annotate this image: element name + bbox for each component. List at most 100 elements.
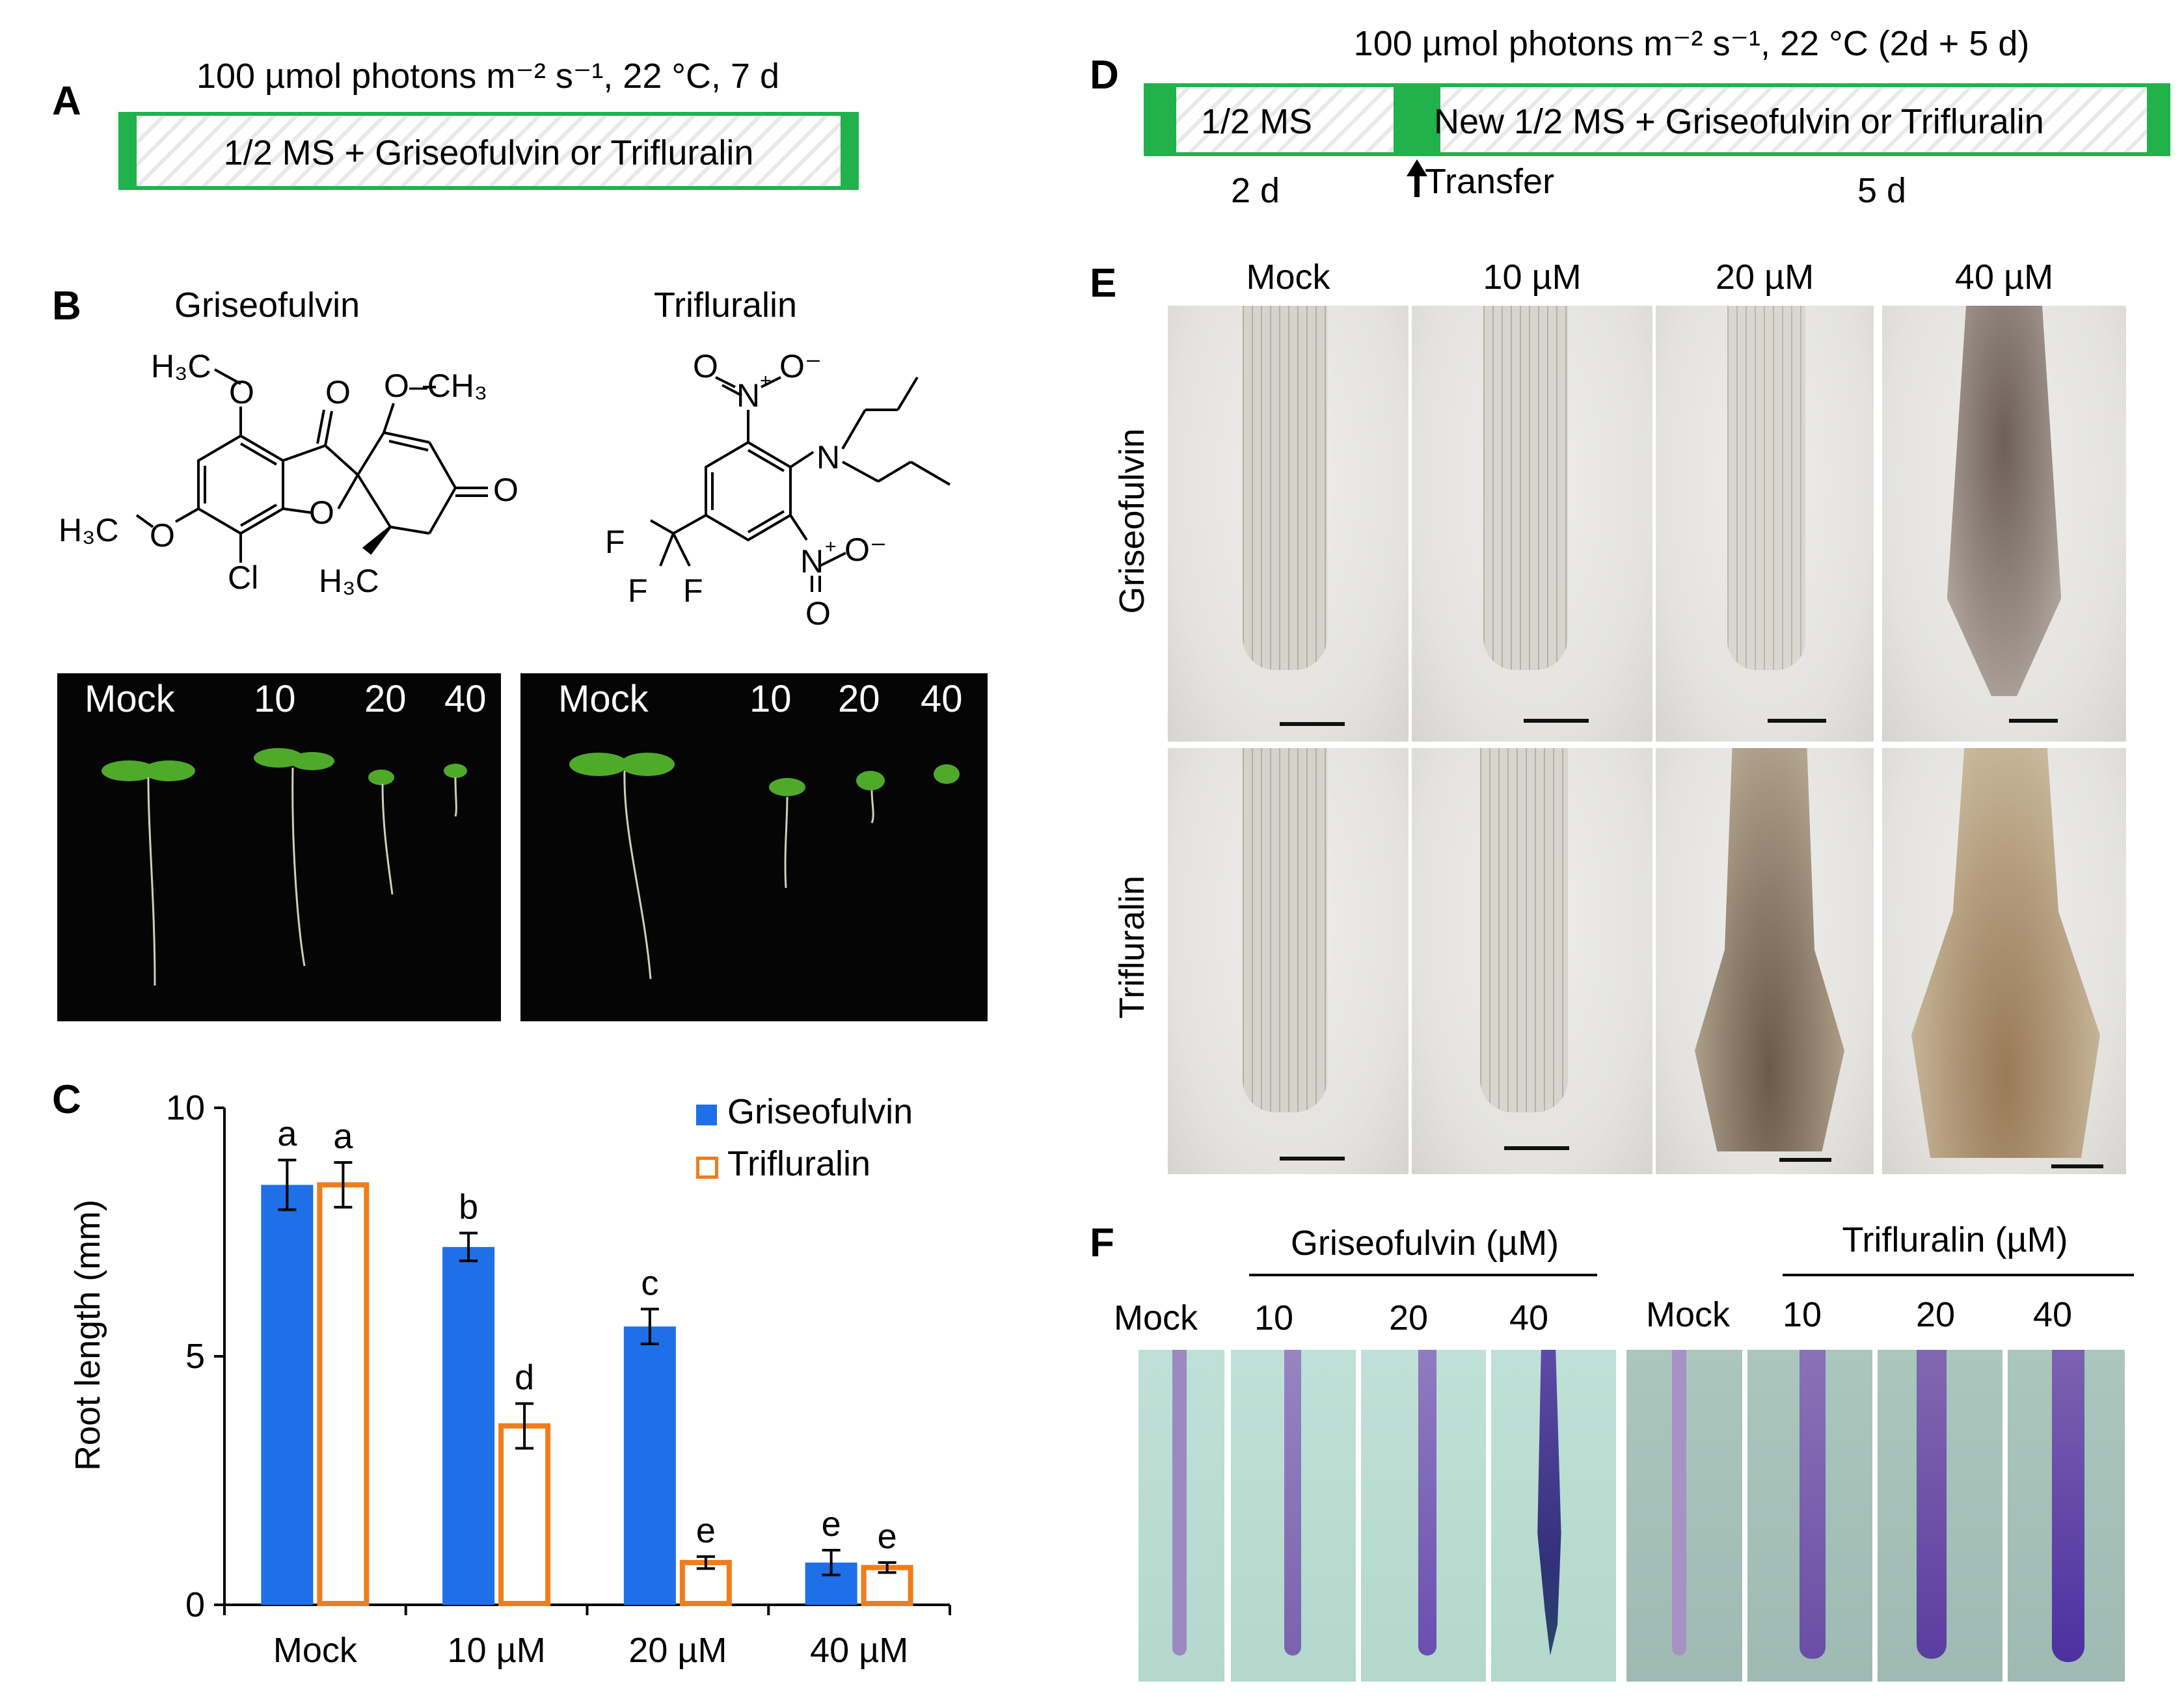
f-col-mock-2: Mock	[1646, 1295, 1731, 1334]
panel-d-duration-2: 5 d	[1857, 171, 1907, 210]
panel-d-bar-2: New 1/2 MS + Griseofulvin or Trifluralin	[1417, 83, 2170, 156]
seedlings-left	[101, 748, 467, 986]
chem-plus-bottom: +	[825, 536, 837, 557]
micrograph-griseofulvin-20	[1656, 306, 1874, 742]
panel-a-cap-right	[841, 116, 855, 186]
micrograph-trifluralin-mock	[1168, 748, 1409, 1174]
panel-d-medium1: 1/2 MS	[1201, 102, 1313, 141]
chart-y-tick-label: 5	[185, 1337, 205, 1376]
seedling-photo-trifluralin: Mock 10 20 40	[520, 673, 988, 1021]
legend-swatch-griseofulvin	[696, 1105, 717, 1125]
panel-d-duration-1: 2 d	[1231, 171, 1280, 210]
legend-label-griseofulvin: Griseofulvin	[727, 1092, 913, 1131]
griseofulvin-structure: H₃C O O–CH₃ O H₃C O O O Cl H₃C	[59, 348, 519, 599]
chart-x-tick-label: 20 µM	[628, 1631, 727, 1670]
micrograph-griseofulvin-40	[1882, 306, 2126, 742]
photo-label-10-r: 10	[749, 678, 792, 720]
panel-label-e: E	[1090, 261, 1117, 306]
seedling-photo-griseofulvin: Mock 10 20 40	[57, 673, 501, 1021]
significance-letter: a	[277, 1114, 297, 1153]
stain-griseofulvin-40	[1491, 1350, 1616, 1682]
compound-griseofulvin-title: Griseofulvin	[174, 286, 360, 325]
chem-h3c-top: H₃C	[151, 348, 211, 384]
scale-bar	[1280, 1157, 1345, 1161]
panel-a-medium-text: 1/2 MS + Griseofulvin or Trifluralin	[223, 133, 754, 172]
f-col-40-2: 40	[2033, 1295, 2073, 1334]
bar-griseofulvin	[261, 1185, 314, 1605]
chem-n-top: N	[736, 377, 760, 414]
chem-o-bottom: O	[805, 595, 831, 632]
micrograph-griseofulvin-10	[1412, 306, 1652, 742]
panel-a-condition: 100 µmol photons m⁻² s⁻¹, 22 °C, 7 d	[196, 57, 780, 96]
chem-o-ch3: O–CH₃	[384, 368, 487, 404]
stain-griseofulvin-20	[1361, 1350, 1486, 1682]
photo-label-10: 10	[254, 678, 296, 720]
scale-bar	[1779, 1158, 1831, 1162]
photo-label-mock: Mock	[85, 678, 175, 720]
micrograph-griseofulvin-mock	[1168, 306, 1409, 742]
f-group-trifluralin-line	[1783, 1274, 2134, 1276]
bar-trifluralin	[498, 1423, 551, 1606]
significance-letter: e	[822, 1505, 841, 1544]
panel-a-cap-left	[122, 116, 137, 186]
f-col-mock-1: Mock	[1114, 1298, 1198, 1337]
panel-label-a: A	[52, 79, 81, 124]
scale-bar	[1504, 1146, 1569, 1150]
significance-letter: e	[696, 1511, 716, 1550]
chem-f3: F	[683, 572, 703, 609]
significance-letter: e	[878, 1517, 897, 1556]
chem-o-minus-bottom: O⁻	[844, 531, 887, 568]
chem-o1: O	[229, 374, 254, 410]
photo-label-40: 40	[444, 678, 487, 720]
e-row-griseofulvin: Griseofulvin	[1112, 428, 1152, 614]
panel-d-medium2: New 1/2 MS + Griseofulvin or Trifluralin	[1434, 102, 2044, 141]
bar-trifluralin	[317, 1182, 370, 1607]
e-col-mock: Mock	[1246, 258, 1330, 297]
f-col-20-2: 20	[1916, 1295, 1956, 1334]
panel-d-bar2-cap-left	[1421, 87, 1440, 152]
photo-label-40-r: 40	[921, 678, 963, 720]
panel-d-bar1-cap-left	[1148, 87, 1176, 152]
e-col-10: 10 µM	[1483, 258, 1582, 297]
bar-griseofulvin	[623, 1326, 676, 1605]
bar-griseofulvin	[442, 1246, 495, 1605]
photo-label-20-r: 20	[838, 678, 880, 720]
chem-o3: O	[150, 517, 175, 554]
chem-o-top: O	[693, 348, 718, 384]
photo-label-mock-r: Mock	[558, 678, 649, 720]
significance-letter: c	[641, 1263, 658, 1302]
transfer-arrow-icon	[1407, 159, 1427, 197]
scale-bar	[2051, 1164, 2103, 1168]
micrograph-trifluralin-20	[1656, 748, 1874, 1174]
significance-letter: a	[333, 1117, 353, 1156]
legend-swatch-trifluralin	[696, 1157, 718, 1179]
f-col-10-2: 10	[1783, 1295, 1822, 1334]
panel-d-transfer-label: Transfer	[1425, 162, 1555, 201]
e-col-20: 20 µM	[1715, 258, 1814, 297]
trifluralin-structure: O N + O⁻ N F F F N + O⁻ O	[605, 348, 951, 632]
panel-d-condition: 100 µmol photons m⁻² s⁻¹, 22 °C (2d + 5 …	[1353, 24, 2030, 63]
scale-bar	[1524, 719, 1589, 723]
significance-letter: d	[515, 1358, 534, 1397]
stain-trifluralin-mock	[1626, 1350, 1742, 1682]
chem-h3c: H₃C	[319, 563, 379, 599]
f-col-20-1: 20	[1389, 1298, 1429, 1337]
legend-label-trifluralin: Trifluralin	[727, 1144, 871, 1183]
chart-y-tick-label: 0	[185, 1585, 205, 1624]
chart-x-tick-label: 10 µM	[448, 1631, 546, 1670]
chem-n-amine: N	[816, 439, 840, 476]
chem-cl: Cl	[228, 559, 258, 596]
compound-trifluralin-title: Trifluralin	[654, 286, 798, 325]
scale-bar	[1280, 722, 1345, 726]
chart-x-tick-label: 40 µM	[810, 1631, 908, 1670]
stain-trifluralin-20	[1878, 1350, 2002, 1682]
chem-o2: O	[325, 374, 351, 410]
f-group-griseofulvin: Griseofulvin (µM)	[1290, 1224, 1559, 1263]
micrograph-trifluralin-40	[1882, 748, 2126, 1174]
f-col-10-1: 10	[1254, 1298, 1294, 1337]
chem-h3c-left: H₃C	[59, 512, 119, 548]
seedlings-right	[569, 753, 960, 980]
f-group-griseofulvin-line	[1249, 1274, 1597, 1276]
photo-label-20: 20	[364, 678, 407, 720]
